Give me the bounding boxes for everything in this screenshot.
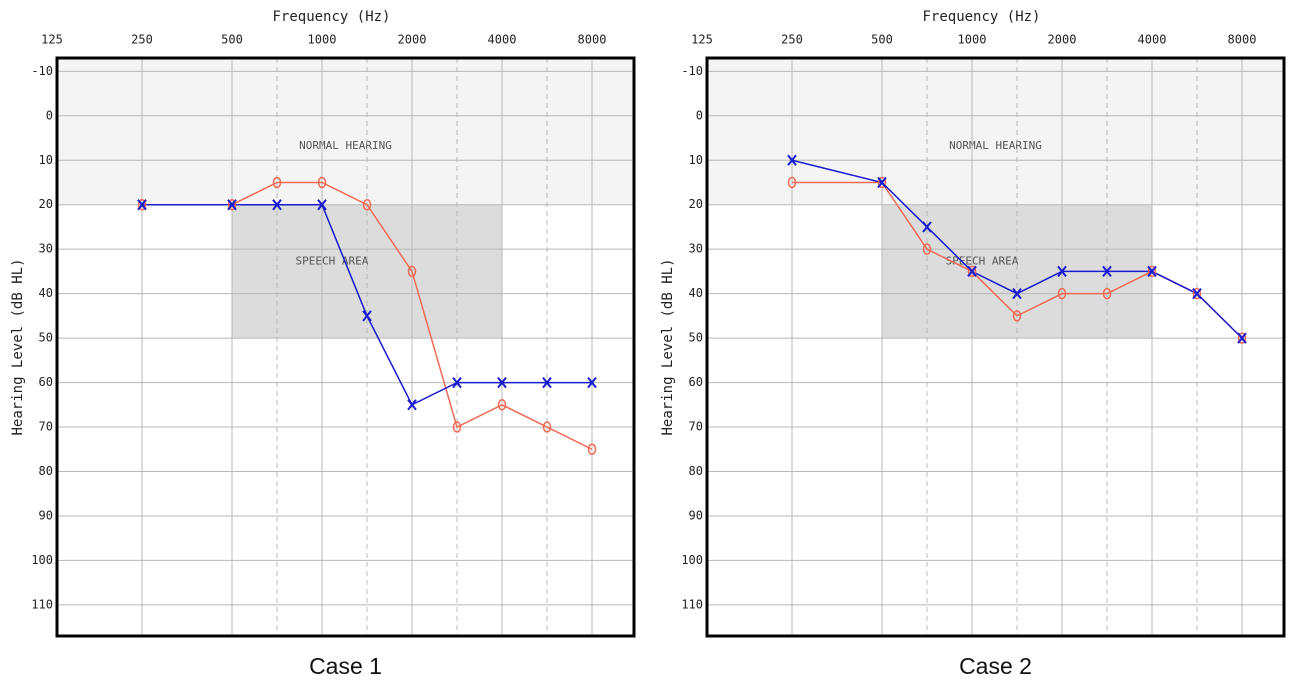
marker-o bbox=[587, 443, 597, 456]
caption: Case 2 bbox=[959, 653, 1032, 679]
y-tick-label: -10 bbox=[681, 64, 703, 78]
marker-x bbox=[922, 221, 932, 233]
y-tick-label: 30 bbox=[689, 242, 703, 256]
x-tick-label: 8000 bbox=[578, 33, 607, 47]
marker-o bbox=[407, 265, 417, 278]
marker-x bbox=[587, 376, 597, 389]
marker-o bbox=[497, 399, 507, 411]
marker-o bbox=[1057, 287, 1067, 300]
x-tick-label: 1000 bbox=[308, 33, 337, 47]
x-tick-label: 1000 bbox=[958, 33, 987, 47]
x-tick-label: 500 bbox=[221, 33, 243, 47]
marker-o bbox=[542, 421, 552, 433]
marker-x bbox=[787, 154, 797, 166]
marker-x bbox=[967, 265, 977, 278]
chart: NORMAL HEARING SPEECH AREA -10 0 10 20 30 40 50 6… bbox=[10, 9, 636, 679]
region-label: NORMAL HEARING bbox=[299, 139, 392, 152]
marker-o bbox=[967, 265, 977, 278]
y-tick-label: 110 bbox=[681, 597, 703, 611]
y-tick-label: 70 bbox=[689, 420, 703, 434]
region-label: NORMAL HEARING bbox=[949, 139, 1042, 152]
y-tick-label: 60 bbox=[39, 375, 53, 389]
marker-x bbox=[1012, 288, 1022, 300]
y-axis-title: Hearing Level (dB HL) bbox=[10, 258, 26, 435]
x-axis-title: Frequency (Hz) bbox=[922, 9, 1040, 25]
y-tick-label: 10 bbox=[39, 153, 53, 167]
x-axis-title: Frequency (Hz) bbox=[272, 9, 390, 25]
marker-x bbox=[272, 199, 282, 211]
marker-o bbox=[452, 421, 462, 433]
y-tick-label: 50 bbox=[39, 331, 53, 345]
y-tick-label: 90 bbox=[39, 508, 53, 522]
y-tick-label: 60 bbox=[689, 375, 703, 389]
marker-x bbox=[542, 376, 552, 389]
y-tick-label: 80 bbox=[39, 464, 53, 478]
marker-o bbox=[362, 198, 372, 211]
y-tick-label: 20 bbox=[689, 197, 703, 211]
caption: Case 1 bbox=[309, 653, 382, 679]
y-tick-label: 10 bbox=[689, 153, 703, 167]
y-tick-label: -10 bbox=[31, 64, 53, 78]
y-tick-label: 50 bbox=[689, 331, 703, 345]
marker-o bbox=[922, 243, 932, 255]
marker-x bbox=[407, 399, 417, 411]
marker-x bbox=[1237, 332, 1247, 344]
marker-x bbox=[1057, 265, 1067, 278]
marker-x bbox=[317, 199, 327, 211]
region bbox=[57, 58, 634, 205]
y-tick-label: 80 bbox=[689, 464, 703, 478]
marker-x bbox=[1192, 288, 1202, 300]
y-tick-label: 100 bbox=[681, 553, 703, 567]
region bbox=[707, 58, 1284, 205]
marker-o bbox=[1147, 265, 1157, 278]
x-tick-label: 500 bbox=[871, 33, 893, 47]
marker-o bbox=[137, 198, 147, 211]
series-line bbox=[142, 203, 592, 406]
y-tick-label: 20 bbox=[39, 197, 53, 211]
x-tick-label: 2000 bbox=[398, 33, 427, 47]
marker-o bbox=[1237, 332, 1247, 344]
x-tick-label: 125 bbox=[691, 33, 713, 47]
y-tick-label: 0 bbox=[46, 108, 53, 122]
y-axis-title: Hearing Level (dB HL) bbox=[660, 258, 676, 435]
y-tick-label: 30 bbox=[39, 242, 53, 256]
y-tick-label: 90 bbox=[689, 508, 703, 522]
marker-o bbox=[1192, 287, 1202, 300]
marker-x bbox=[1147, 265, 1157, 278]
y-tick-label: 110 bbox=[31, 597, 53, 611]
marker-o bbox=[317, 176, 327, 189]
marker-x bbox=[497, 376, 507, 389]
plot-frame bbox=[55, 56, 636, 638]
y-tick-label: 0 bbox=[696, 108, 703, 122]
marker-x bbox=[137, 199, 147, 211]
x-tick-label: 8000 bbox=[1228, 33, 1257, 47]
series-line bbox=[791, 159, 1243, 339]
plot-frame bbox=[705, 56, 1286, 638]
y-tick-label: 40 bbox=[39, 286, 53, 300]
marker-x bbox=[362, 310, 372, 322]
x-tick-label: 250 bbox=[131, 33, 153, 47]
series-line bbox=[142, 181, 593, 450]
marker-x bbox=[452, 376, 462, 389]
x-tick-label: 250 bbox=[781, 33, 803, 47]
region-label: SPEECH AREA bbox=[295, 254, 368, 267]
marker-o bbox=[272, 176, 282, 189]
marker-o bbox=[1012, 310, 1022, 322]
y-tick-label: 40 bbox=[689, 286, 703, 300]
marker-x bbox=[1102, 265, 1112, 278]
y-tick-label: 70 bbox=[39, 420, 53, 434]
marker-x bbox=[227, 199, 237, 211]
x-tick-label: 4000 bbox=[488, 33, 517, 47]
x-tick-label: 4000 bbox=[1138, 33, 1167, 47]
y-tick-label: 100 bbox=[31, 553, 53, 567]
marker-o bbox=[1102, 287, 1112, 300]
marker-o bbox=[877, 176, 887, 189]
marker-x bbox=[877, 176, 887, 189]
marker-o bbox=[787, 176, 797, 189]
x-tick-label: 125 bbox=[41, 33, 63, 47]
x-tick-label: 2000 bbox=[1048, 33, 1077, 47]
marker-o bbox=[227, 198, 237, 211]
